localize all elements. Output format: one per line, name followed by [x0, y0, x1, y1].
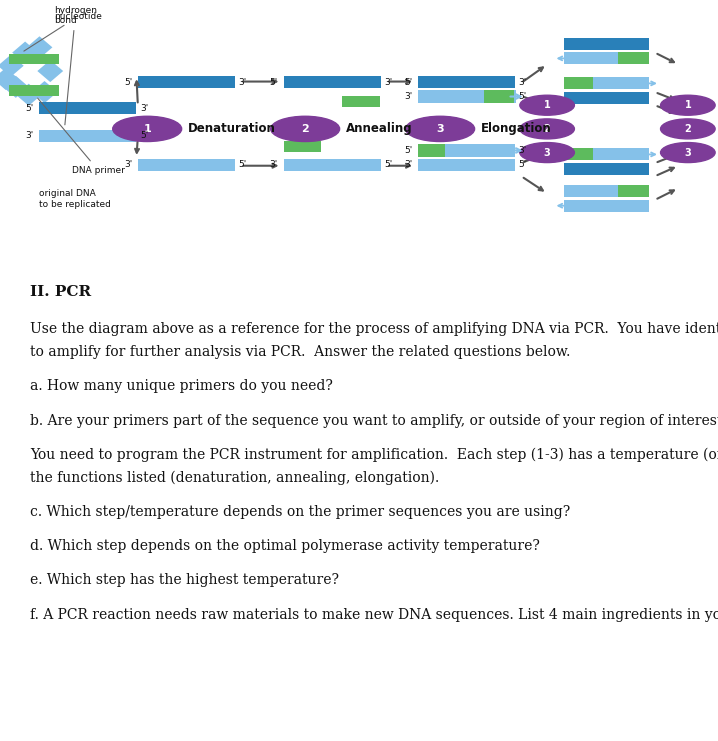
Bar	[39, 130, 136, 142]
Bar	[564, 53, 618, 64]
Text: the functions listed (denaturation, annealing, elongation).: the functions listed (denaturation, anne…	[30, 471, 439, 485]
Text: 3': 3'	[404, 92, 412, 101]
Circle shape	[520, 119, 574, 139]
Bar	[593, 148, 649, 161]
Text: Use the diagram above as a reference for the process of amplifying DNA via PCR. : Use the diagram above as a reference for…	[30, 322, 718, 336]
Text: nucleotide: nucleotide	[24, 12, 102, 51]
Bar	[564, 199, 649, 212]
Bar	[618, 185, 649, 197]
Circle shape	[271, 116, 340, 142]
Text: 3': 3'	[518, 146, 526, 155]
Text: 5': 5'	[518, 92, 526, 101]
Bar	[564, 92, 649, 104]
Polygon shape	[37, 60, 63, 82]
Circle shape	[520, 142, 574, 162]
Text: a. How many unique primers do you need?: a. How many unique primers do you need?	[30, 379, 333, 393]
Bar	[418, 76, 515, 88]
Polygon shape	[3, 76, 29, 98]
Circle shape	[520, 96, 574, 115]
Bar	[418, 144, 445, 156]
Bar	[445, 144, 515, 156]
Bar	[284, 142, 321, 153]
Circle shape	[406, 116, 475, 142]
Bar	[618, 53, 649, 64]
Text: e. Which step has the highest temperature?: e. Which step has the highest temperatur…	[30, 574, 339, 588]
Text: c. Which step/temperature depends on the primer sequences you are using?: c. Which step/temperature depends on the…	[30, 505, 570, 519]
Text: hydrogen
bond: hydrogen bond	[54, 6, 97, 124]
Polygon shape	[0, 55, 24, 77]
Text: DNA primer: DNA primer	[37, 98, 125, 175]
Text: 2: 2	[302, 124, 309, 134]
Text: 5': 5'	[238, 161, 246, 170]
Bar	[564, 185, 618, 197]
Bar	[457, 90, 516, 102]
Text: 5': 5'	[270, 78, 278, 87]
Text: Annealing: Annealing	[346, 122, 413, 136]
Text: 5': 5'	[124, 78, 132, 87]
Text: 3: 3	[437, 124, 444, 134]
Circle shape	[661, 96, 715, 115]
Text: 3': 3'	[270, 161, 278, 170]
Circle shape	[113, 116, 182, 142]
Text: original DNA
to be replicated: original DNA to be replicated	[39, 190, 111, 209]
Bar	[284, 76, 381, 88]
Circle shape	[661, 119, 715, 139]
Text: II. PCR: II. PCR	[30, 285, 91, 299]
Text: 5': 5'	[404, 78, 412, 87]
Text: Elongation: Elongation	[481, 122, 552, 136]
Bar	[564, 77, 593, 90]
Polygon shape	[0, 68, 19, 90]
Polygon shape	[16, 84, 42, 106]
Text: 5': 5'	[26, 104, 34, 113]
Text: 1: 1	[684, 100, 691, 110]
Bar	[9, 85, 59, 96]
Bar	[284, 159, 381, 171]
Bar	[138, 159, 235, 171]
Bar	[9, 53, 59, 64]
Text: 3': 3'	[384, 78, 392, 87]
Text: 2: 2	[684, 124, 691, 134]
Bar	[418, 159, 515, 171]
Polygon shape	[27, 36, 52, 59]
Bar	[138, 76, 235, 88]
Text: 3': 3'	[518, 78, 526, 87]
Text: to amplify for further analysis via PCR.  Answer the related questions below.: to amplify for further analysis via PCR.…	[30, 345, 571, 359]
Text: 1: 1	[144, 124, 151, 134]
Text: You need to program the PCR instrument for amplification.  Each step (1-3) has a: You need to program the PCR instrument f…	[30, 448, 718, 462]
Polygon shape	[32, 81, 57, 103]
Bar	[418, 90, 457, 102]
Text: 1: 1	[544, 100, 551, 110]
Text: 3': 3'	[26, 131, 34, 141]
Text: 5': 5'	[404, 146, 412, 155]
Text: 5': 5'	[384, 161, 392, 170]
Bar	[484, 90, 514, 102]
Bar	[564, 38, 649, 50]
Text: d. Which step depends on the optimal polymerase activity temperature?: d. Which step depends on the optimal pol…	[30, 539, 540, 553]
Bar	[342, 96, 380, 107]
Text: 3': 3'	[238, 78, 246, 87]
Text: f. A PCR reaction needs raw materials to make new DNA sequences. List 4 main ing: f. A PCR reaction needs raw materials to…	[30, 608, 718, 622]
Bar	[564, 148, 593, 161]
Text: 3': 3'	[140, 104, 148, 113]
Text: Denaturation: Denaturation	[188, 122, 276, 136]
Text: b. Are your primers part of the sequence you want to amplify, or outside of your: b. Are your primers part of the sequence…	[30, 413, 718, 428]
Bar	[39, 102, 136, 114]
Polygon shape	[12, 41, 38, 64]
Bar	[593, 77, 649, 90]
Text: 3: 3	[544, 147, 551, 158]
Bar	[564, 163, 649, 175]
Circle shape	[661, 142, 715, 162]
Text: 5': 5'	[140, 131, 148, 141]
Text: 3: 3	[684, 147, 691, 158]
Text: 3': 3'	[404, 161, 412, 170]
Text: 2: 2	[544, 124, 551, 134]
Text: 3': 3'	[124, 161, 132, 170]
Text: 5': 5'	[518, 161, 526, 170]
